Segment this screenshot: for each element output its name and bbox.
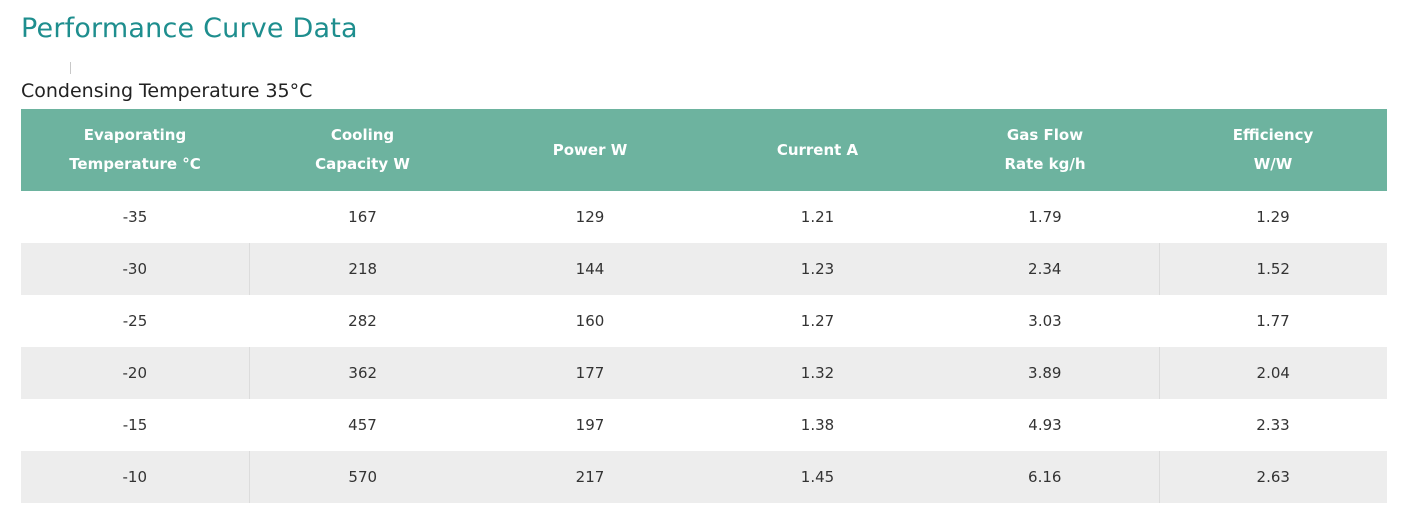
table-row: -25 282 160 1.27 3.03 1.77 [21, 295, 1387, 347]
header-power: Power W [476, 109, 704, 191]
header-efficiency: Efficiency W/W [1159, 109, 1387, 191]
table-cell: 1.77 [1159, 295, 1387, 347]
text-cursor-mark [70, 62, 71, 74]
column-header-line: W/W [1253, 155, 1293, 173]
table-cell: 1.27 [704, 295, 931, 347]
table-row: -30 218 144 1.23 2.34 1.52 [21, 243, 1387, 295]
table-cell: 167 [249, 191, 476, 243]
table-cell: 129 [476, 191, 704, 243]
table-cell: 3.89 [931, 347, 1160, 399]
column-header-line: Power W [552, 140, 628, 159]
header-current: Current A [704, 109, 931, 191]
column-header-line: Rate kg/h [1004, 155, 1086, 173]
table-cell: 1.79 [931, 191, 1159, 243]
table-cell: 3.03 [931, 295, 1159, 347]
table-cell: 1.52 [1159, 243, 1387, 295]
table-row: -20 362 177 1.32 3.89 2.04 [21, 347, 1387, 399]
table-cell: -15 [21, 399, 249, 451]
column-header-line: Evaporating [83, 126, 187, 144]
column-header-line: Gas Flow [1006, 126, 1084, 144]
table-cell: 1.32 [704, 347, 931, 399]
table-cell: 2.33 [1159, 399, 1387, 451]
column-header-line: Temperature °C [69, 155, 201, 173]
table-cell: 457 [249, 399, 476, 451]
table-row: -15 457 197 1.38 4.93 2.33 [21, 399, 1387, 451]
table-cell: 1.21 [704, 191, 931, 243]
header-gas-flow-rate: Gas Flow Rate kg/h [931, 109, 1159, 191]
table-row: -10 570 217 1.45 6.16 2.63 [21, 451, 1387, 503]
table-cell: 1.38 [704, 399, 931, 451]
table-cell: -25 [21, 295, 249, 347]
header-cooling-capacity: Cooling Capacity W [249, 109, 476, 191]
table-cell: 2.04 [1159, 347, 1387, 399]
table-cell: 144 [476, 243, 704, 295]
table-cell: -10 [21, 451, 250, 503]
table-cell: 362 [249, 347, 476, 399]
header-evaporating-temperature: Evaporating Temperature °C [21, 109, 249, 191]
performance-table: Evaporating Temperature °C Cooling Capacity… [21, 109, 1387, 503]
table-cell: 4.93 [931, 399, 1159, 451]
table-subtitle: Condensing Temperature 35°C [21, 80, 313, 102]
table-cell: 2.34 [931, 243, 1160, 295]
table-cell: 218 [249, 243, 476, 295]
table-cell: 197 [476, 399, 704, 451]
table-cell: 1.23 [704, 243, 931, 295]
table-cell: 2.63 [1159, 451, 1387, 503]
table-cell: 1.45 [704, 451, 931, 503]
table-header: Evaporating Temperature °C Cooling Capacity… [21, 109, 1387, 191]
column-header-line: Cooling [330, 126, 395, 144]
table-body: -35 167 129 1.21 1.79 1.29 -30 218 144 1.23 2.34 1.… [21, 191, 1387, 503]
table-cell: -35 [21, 191, 249, 243]
table-cell: 177 [476, 347, 704, 399]
table-cell: 282 [249, 295, 476, 347]
table-cell: -30 [21, 243, 250, 295]
table-cell: 6.16 [931, 451, 1160, 503]
table-row: -35 167 129 1.21 1.79 1.29 [21, 191, 1387, 243]
table-cell: -20 [21, 347, 250, 399]
table-cell: 570 [249, 451, 476, 503]
column-header-line: Efficiency [1232, 126, 1314, 144]
page-title: Performance Curve Data [21, 13, 358, 44]
table-cell: 160 [476, 295, 704, 347]
column-header-line: Current A [776, 140, 859, 159]
table-cell: 1.29 [1159, 191, 1387, 243]
table-cell: 217 [476, 451, 704, 503]
column-header-line: Capacity W [315, 155, 410, 173]
header-row: Evaporating Temperature °C Cooling Capacity… [21, 109, 1387, 191]
